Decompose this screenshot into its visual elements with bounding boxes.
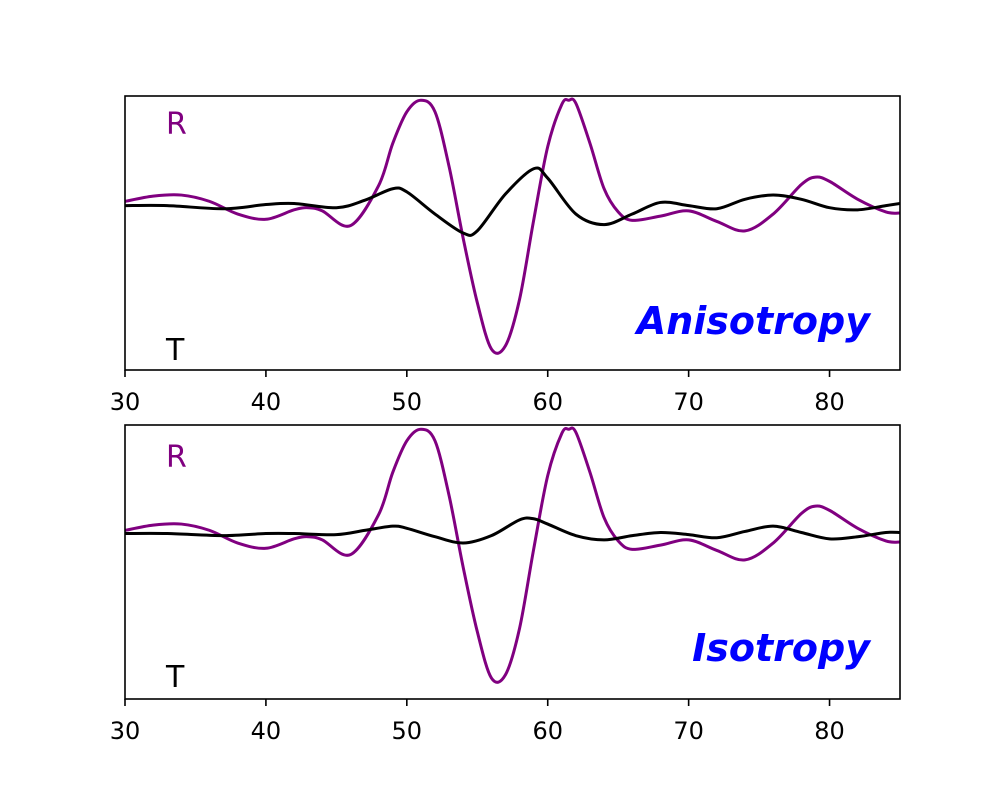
x-tick-label: 50	[392, 388, 423, 416]
axes-frame	[124, 95, 901, 371]
trace-label-t: T	[165, 333, 185, 368]
series-line-t	[125, 166, 900, 237]
series-layer	[125, 426, 900, 684]
x-ticks: 30 40 50 60 70 80	[110, 699, 845, 745]
x-tick-label: 80	[814, 717, 845, 745]
trace-label-t: T	[165, 660, 185, 695]
panel-label: Isotropy	[692, 626, 872, 670]
panel-label: Anisotropy	[634, 299, 872, 343]
x-tick-label: 40	[251, 717, 282, 745]
x-tick-label: 50	[392, 717, 423, 745]
series-line-t	[125, 516, 900, 545]
axes-frame	[124, 424, 901, 700]
x-tick-label: 60	[532, 717, 563, 745]
series-line-r	[125, 97, 900, 355]
trace-label-r: R	[166, 440, 187, 475]
x-tick-label: 70	[673, 388, 704, 416]
panel-anisotropy: 30 40 50 60 70 80 R T Anisotropy	[110, 95, 901, 416]
x-tick-label: 40	[251, 388, 282, 416]
x-tick-label: 30	[110, 388, 141, 416]
series-layer	[125, 97, 900, 355]
x-tick-label: 30	[110, 717, 141, 745]
x-tick-label: 60	[532, 388, 563, 416]
x-tick-label: 80	[814, 388, 845, 416]
trace-label-r: R	[166, 107, 187, 142]
x-tick-label: 70	[673, 717, 704, 745]
x-ticks: 30 40 50 60 70 80	[110, 370, 845, 416]
series-line-r	[125, 426, 900, 684]
panel-isotropy: 30 40 50 60 70 80 R T Isotropy	[110, 424, 901, 745]
